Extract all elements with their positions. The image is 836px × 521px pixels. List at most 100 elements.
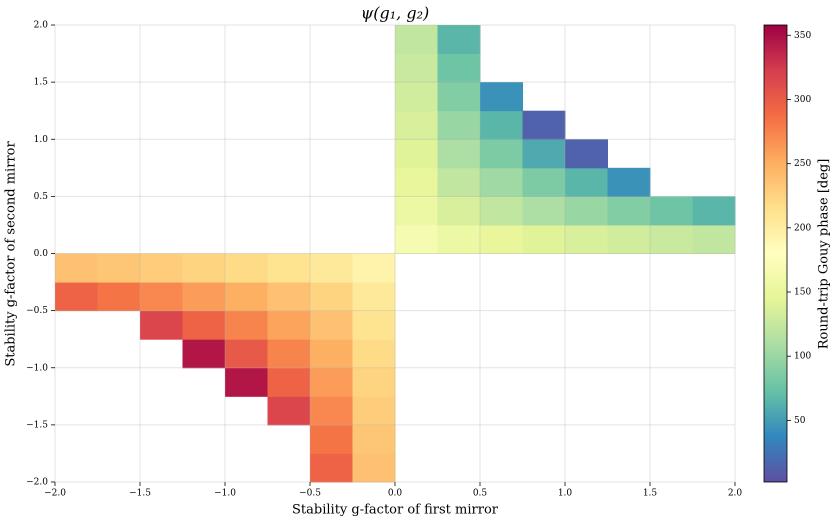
heatmap-cell bbox=[97, 253, 141, 283]
colorbar-label: Round-trip Gouy phase [deg] bbox=[817, 159, 832, 350]
heatmap-cell bbox=[522, 167, 566, 197]
heatmap-cell bbox=[395, 224, 438, 254]
y-tick-label: −1.5 bbox=[26, 420, 48, 430]
heatmap-cell bbox=[140, 253, 183, 283]
colorbar-tick-label: 250 bbox=[794, 159, 811, 169]
heatmap-cell bbox=[437, 196, 481, 226]
x-tick-label: 1.5 bbox=[643, 489, 658, 499]
heatmap-cell bbox=[267, 310, 311, 340]
y-tick-label: 0.5 bbox=[34, 192, 49, 202]
heatmap-cell bbox=[267, 339, 311, 369]
y-tick-label: −1.0 bbox=[26, 363, 48, 373]
heatmap-cell bbox=[522, 110, 566, 140]
x-tick-label: −0.5 bbox=[299, 489, 321, 499]
heatmap-cell bbox=[650, 224, 693, 254]
heatmap-cell bbox=[352, 339, 396, 369]
y-tick-label: −2.0 bbox=[26, 478, 48, 488]
heatmap-cell bbox=[352, 367, 396, 397]
heatmap-cell bbox=[607, 167, 651, 197]
x-tick-label: −2.0 bbox=[44, 489, 66, 499]
heatmap-cell bbox=[480, 167, 523, 197]
heatmap-cell bbox=[437, 139, 481, 169]
heatmap-cell bbox=[565, 224, 608, 254]
heatmap-cell bbox=[352, 253, 396, 283]
heatmap-cell bbox=[352, 396, 396, 426]
x-tick-label: 0.0 bbox=[388, 489, 403, 499]
heatmap-cell bbox=[395, 53, 438, 83]
heatmap-cell bbox=[182, 253, 226, 283]
heatmap-cell bbox=[97, 282, 141, 312]
x-tick-label: 0.5 bbox=[473, 489, 488, 499]
heatmap-cell bbox=[310, 367, 353, 397]
heatmap-cell bbox=[310, 424, 353, 454]
heatmap-cell bbox=[182, 339, 226, 369]
y-tick-label: 0.0 bbox=[34, 249, 49, 259]
colorbar-tick-label: 50 bbox=[794, 416, 806, 426]
x-axis-label: Stability g-factor of first mirror bbox=[292, 503, 499, 518]
heatmap-cell bbox=[55, 253, 98, 283]
heatmap-cell bbox=[267, 396, 311, 426]
heatmap-cell bbox=[437, 110, 481, 140]
colorbar-tick-label: 100 bbox=[794, 352, 811, 362]
heatmap-cell bbox=[480, 110, 523, 140]
heatmap-cell bbox=[565, 167, 608, 197]
heatmap-cell bbox=[522, 224, 566, 254]
heatmap-cell bbox=[395, 25, 438, 55]
heatmap-cell bbox=[437, 82, 481, 112]
heatmap-cell bbox=[310, 310, 353, 340]
y-tick-label: −0.5 bbox=[26, 306, 48, 316]
heatmap-cell bbox=[565, 196, 608, 226]
heatmap-cell bbox=[182, 310, 226, 340]
heatmap-cell bbox=[480, 224, 523, 254]
heatmap-cell bbox=[437, 167, 481, 197]
heatmap-cell bbox=[437, 25, 481, 55]
heatmap-cell bbox=[480, 82, 523, 112]
heatmap-cell bbox=[395, 82, 438, 112]
heatmap-cell bbox=[267, 253, 311, 283]
heatmap-cell bbox=[140, 282, 183, 312]
heatmap-cell bbox=[692, 224, 736, 254]
heatmap-cell bbox=[565, 139, 608, 169]
heatmap-cell bbox=[395, 110, 438, 140]
x-tick-label: −1.5 bbox=[129, 489, 151, 499]
heatmap-cell bbox=[395, 196, 438, 226]
heatmap-cell bbox=[522, 139, 566, 169]
heatmap-cell bbox=[225, 339, 268, 369]
heatmap-cell bbox=[140, 310, 183, 340]
heatmap-cell bbox=[225, 367, 268, 397]
heatmap-cell bbox=[225, 310, 268, 340]
heatmap-cell bbox=[607, 224, 651, 254]
heatmap-cell bbox=[480, 196, 523, 226]
heatmap-cell bbox=[182, 282, 226, 312]
colorbar bbox=[763, 24, 788, 483]
colorbar-tick-label: 350 bbox=[794, 31, 811, 41]
chart-title: ψ(g₁, g₂) bbox=[361, 4, 430, 23]
heatmap-cell bbox=[395, 139, 438, 169]
heatmap-cell bbox=[225, 282, 268, 312]
heatmap-cell bbox=[650, 196, 693, 226]
heatmap-cell bbox=[692, 196, 736, 226]
heatmap-cell bbox=[607, 196, 651, 226]
heatmap-cell bbox=[395, 167, 438, 197]
y-tick-label: 1.0 bbox=[34, 135, 49, 145]
heatmap-cell bbox=[352, 453, 396, 483]
heatmap-cell bbox=[310, 453, 353, 483]
y-tick-label: 2.0 bbox=[34, 21, 49, 31]
heatmap-cell bbox=[352, 282, 396, 312]
y-tick-label: 1.5 bbox=[34, 78, 49, 88]
heatmap-cell bbox=[267, 367, 311, 397]
heatmap-cell bbox=[522, 196, 566, 226]
heatmap-cell bbox=[267, 282, 311, 312]
x-tick-label: 1.0 bbox=[558, 489, 573, 499]
heatmap-cell bbox=[310, 339, 353, 369]
heatmap-cell bbox=[310, 282, 353, 312]
colorbar-tick-label: 300 bbox=[794, 95, 811, 105]
y-axis-label: Stability g-factor of second mirror bbox=[4, 141, 19, 367]
heatmap-cell bbox=[310, 396, 353, 426]
x-tick-label: −1.0 bbox=[214, 489, 236, 499]
heatmap-cell bbox=[55, 282, 98, 312]
heatmap-cell bbox=[437, 224, 481, 254]
heatmap-cell bbox=[480, 139, 523, 169]
heatmap-cell bbox=[310, 253, 353, 283]
